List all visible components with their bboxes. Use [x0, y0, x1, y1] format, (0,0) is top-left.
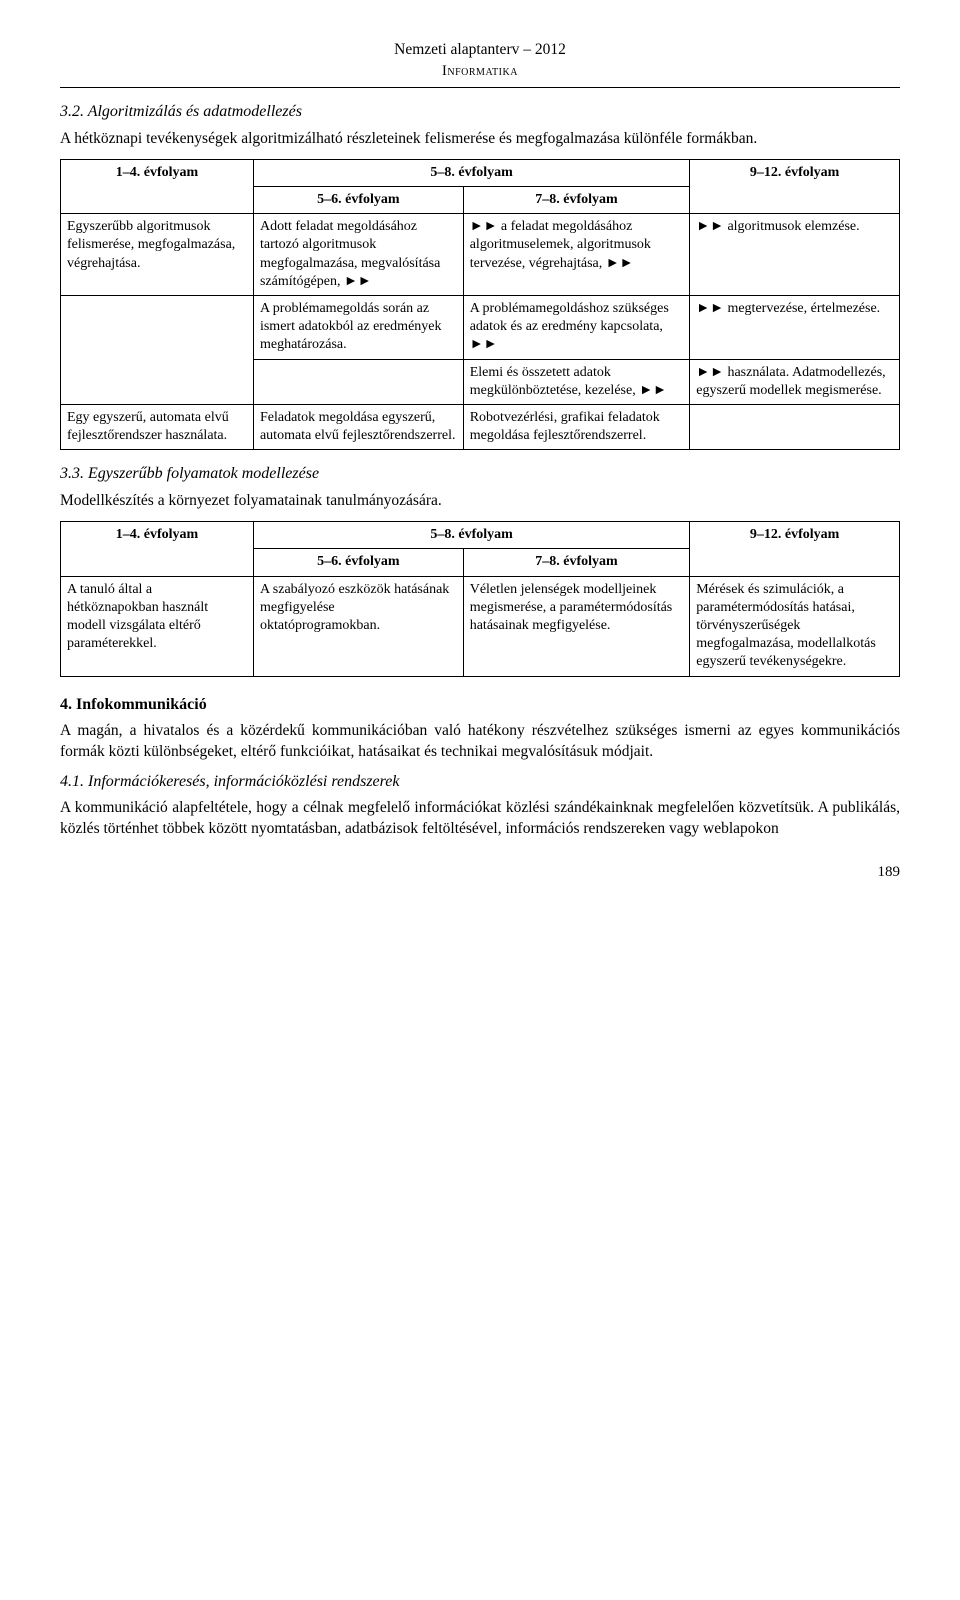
cell: ►► algoritmusok elemzése. — [690, 214, 900, 296]
table-row: Egyszerűbb algoritmusok felismerése, meg… — [61, 214, 900, 296]
header-rule — [60, 87, 900, 88]
cell: ►► használata. Adatmodellezés, egyszerű … — [690, 359, 900, 404]
col-header-14: 1–4. évfolyam — [61, 159, 254, 213]
cell: Adott feladat megoldásához tartozó algor… — [253, 214, 463, 296]
col-header-58: 5–8. évfolyam — [253, 522, 689, 549]
section-3-2-intro: A hétköznapi tevékenységek algoritmizálh… — [60, 129, 900, 149]
cell: A problémamegoldáshoz szükséges adatok é… — [463, 296, 690, 360]
doc-subtitle: Informatika — [60, 62, 900, 81]
cell: Egy egyszerű, automata elvű fejlesztőren… — [61, 404, 254, 449]
cell-empty — [253, 359, 463, 404]
table-row: 1–4. évfolyam 5–8. évfolyam 9–12. évfoly… — [61, 159, 900, 186]
section-3-3-intro: Modellkészítés a környezet folyamatainak… — [60, 491, 900, 511]
section-4-heading: 4. Infokommunikáció — [60, 695, 900, 716]
cell: Feladatok megoldása egyszerű, automata e… — [253, 404, 463, 449]
section-3-2-heading: 3.2. Algoritmizálás és adatmodellezés — [60, 102, 900, 123]
col-header-912: 9–12. évfolyam — [690, 522, 900, 576]
cell: A problémamegoldás során az ismert adato… — [253, 296, 463, 360]
cell: Mérések és szimulációk, a paramétermódos… — [690, 576, 900, 676]
table-row: 1–4. évfolyam 5–8. évfolyam 9–12. évfoly… — [61, 522, 900, 549]
doc-title: Nemzeti alaptanterv – 2012 — [60, 40, 900, 60]
section-3-3-heading: 3.3. Egyszerűbb folyamatok modellezése — [60, 464, 900, 485]
cell: Egyszerűbb algoritmusok felismerése, meg… — [61, 214, 254, 296]
cell: ►► a feladat megoldásához algoritmuselem… — [463, 214, 690, 296]
col-header-58: 5–8. évfolyam — [253, 159, 689, 186]
cell: ►► megtervezése, értelmezése. — [690, 296, 900, 360]
col-header-56: 5–6. évfolyam — [253, 549, 463, 576]
table-row: A tanuló által a hétköznapokban használt… — [61, 576, 900, 676]
cell: A szabályozó eszközök hatásának megfigye… — [253, 576, 463, 676]
col-header-78: 7–8. évfolyam — [463, 187, 690, 214]
table-3-2: 1–4. évfolyam 5–8. évfolyam 9–12. évfoly… — [60, 159, 900, 450]
section-4-para: A magán, a hivatalos és a közérdekű komm… — [60, 721, 900, 761]
col-header-14: 1–4. évfolyam — [61, 522, 254, 576]
section-4-1-heading: 4.1. Információkeresés, információközlés… — [60, 772, 900, 793]
section-4-1-para: A kommunikáció alapfeltétele, hogy a cél… — [60, 798, 900, 838]
table-3-3: 1–4. évfolyam 5–8. évfolyam 9–12. évfoly… — [60, 521, 900, 676]
cell: Robotvezérlési, grafikai feladatok megol… — [463, 404, 690, 449]
cell-empty — [61, 296, 254, 405]
table-row: A problémamegoldás során az ismert adato… — [61, 296, 900, 360]
page-number: 189 — [60, 863, 900, 883]
col-header-78: 7–8. évfolyam — [463, 549, 690, 576]
col-header-56: 5–6. évfolyam — [253, 187, 463, 214]
cell-empty — [690, 404, 900, 449]
table-row: Egy egyszerű, automata elvű fejlesztőren… — [61, 404, 900, 449]
cell: Véletlen jelenségek modelljeinek megisme… — [463, 576, 690, 676]
cell: Elemi és összetett adatok megkülönböztet… — [463, 359, 690, 404]
col-header-912: 9–12. évfolyam — [690, 159, 900, 213]
cell: A tanuló által a hétköznapokban használt… — [61, 576, 254, 676]
